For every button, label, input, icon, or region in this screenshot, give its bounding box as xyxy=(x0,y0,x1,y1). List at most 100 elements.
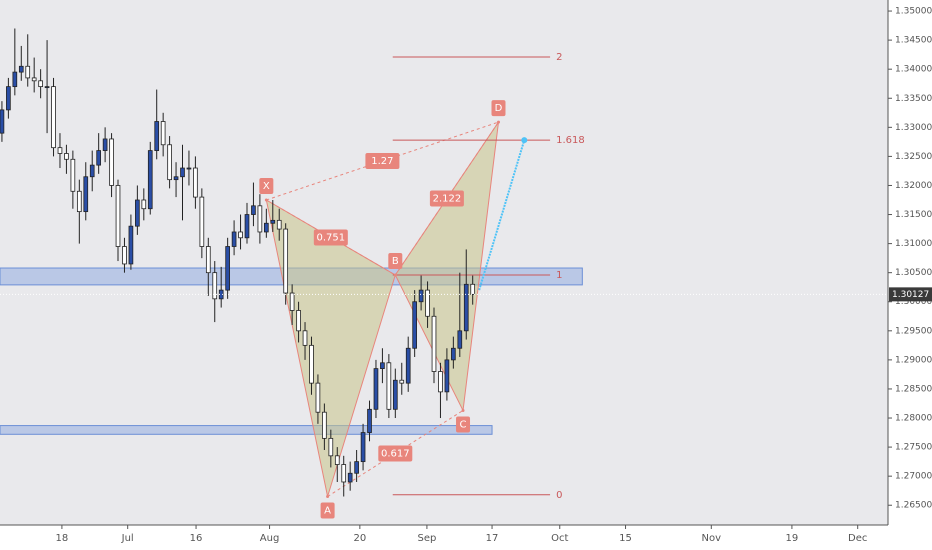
candle-body xyxy=(296,310,301,332)
candle-body xyxy=(238,231,243,239)
x-tick-label: Nov xyxy=(702,533,722,544)
y-tick-label: 1.28000 xyxy=(895,414,932,424)
candle-body xyxy=(367,408,372,433)
candle-body xyxy=(12,71,18,88)
ratio-label: 0.617 xyxy=(381,448,410,459)
candle-body xyxy=(186,167,192,170)
candle-body xyxy=(147,150,153,210)
point-label: B xyxy=(392,256,399,267)
ratio-label: 1.27 xyxy=(371,156,393,167)
y-tick-label: 1.30000 xyxy=(895,297,932,307)
ratio-box xyxy=(365,153,400,170)
candle-body xyxy=(360,432,366,463)
candle-body xyxy=(180,167,185,178)
candle-body xyxy=(322,411,327,439)
candle-body xyxy=(289,292,295,311)
candle-body xyxy=(109,138,114,186)
candle-body xyxy=(225,246,230,291)
pattern-point xyxy=(264,198,268,202)
candle-body xyxy=(341,464,347,483)
projection-head xyxy=(521,137,528,144)
ratio-box xyxy=(429,190,464,207)
candle-body xyxy=(276,219,282,230)
y-tick-label: 1.31000 xyxy=(895,239,932,249)
candle-body xyxy=(244,214,250,239)
ratio-box xyxy=(378,445,413,462)
candle-body xyxy=(64,153,69,160)
candle-body xyxy=(89,164,95,178)
ratio-box xyxy=(313,229,348,246)
y-tick-label: 1.32000 xyxy=(895,181,932,191)
candle-body xyxy=(135,199,140,227)
candle-body xyxy=(302,330,308,346)
candle-body xyxy=(451,347,456,361)
ratio-label: 2.122 xyxy=(433,194,462,205)
candle-body xyxy=(347,472,353,483)
x-tick-label: Jul xyxy=(121,533,134,544)
candle-body xyxy=(173,176,179,181)
candle-body xyxy=(309,344,314,384)
x-tick-label: 15 xyxy=(619,533,632,544)
y-tick-label: 1.27000 xyxy=(895,472,932,482)
candle-body xyxy=(264,222,269,233)
candle-body xyxy=(392,379,398,410)
candle-body xyxy=(160,121,166,146)
candle-body xyxy=(18,65,24,73)
candle-body xyxy=(44,86,50,89)
candle-body xyxy=(96,150,102,166)
y-tick-label: 1.32500 xyxy=(895,152,932,162)
candle-body xyxy=(141,199,147,210)
candle-body xyxy=(115,185,121,247)
candle-body xyxy=(199,196,205,247)
candle-body xyxy=(38,80,43,88)
point-box xyxy=(491,100,506,117)
time-axis xyxy=(0,525,888,550)
candle-body xyxy=(31,77,37,82)
x-tick-label: Dec xyxy=(848,533,867,544)
candle-body xyxy=(76,190,82,213)
candle-body xyxy=(193,167,198,198)
price-axis xyxy=(888,0,932,550)
fib-label: 1.618 xyxy=(556,135,585,146)
point-box xyxy=(259,178,274,194)
y-tick-label: 1.27500 xyxy=(895,443,932,453)
candle-body xyxy=(122,246,127,265)
point-box xyxy=(388,253,403,269)
candle-body xyxy=(425,289,430,317)
x-tick-label: 17 xyxy=(486,533,499,544)
candle-body xyxy=(283,228,289,294)
candle-body xyxy=(257,205,263,233)
candle-body xyxy=(444,359,450,393)
y-tick-label: 1.29500 xyxy=(895,326,932,336)
candle-body xyxy=(25,65,31,79)
candle-body xyxy=(405,347,411,384)
point-label: X xyxy=(263,181,270,192)
candle-body xyxy=(0,109,5,134)
candle-body xyxy=(70,158,76,192)
candle-body xyxy=(418,289,424,303)
pattern-point xyxy=(326,495,330,499)
x-tick-label: Aug xyxy=(260,533,280,544)
candle-body xyxy=(315,382,321,413)
last-price-label: 1.30127 xyxy=(892,290,929,300)
y-tick-label: 1.33000 xyxy=(895,123,932,133)
y-tick-label: 1.35000 xyxy=(895,7,932,17)
candle-body xyxy=(399,379,405,384)
candle-body xyxy=(212,272,218,300)
y-tick-label: 1.30500 xyxy=(895,268,932,278)
y-tick-label: 1.31500 xyxy=(895,210,932,220)
y-tick-label: 1.34000 xyxy=(895,65,932,75)
x-tick-label: 19 xyxy=(786,533,799,544)
point-label: C xyxy=(460,419,467,430)
point-label: A xyxy=(324,506,331,517)
candle-body xyxy=(463,283,469,332)
candle-body xyxy=(334,455,340,465)
ratio-label: 0.751 xyxy=(317,233,346,244)
candle-body xyxy=(57,147,63,154)
x-tick-label: 16 xyxy=(190,533,203,544)
point-box xyxy=(456,416,471,433)
pattern-point xyxy=(393,273,397,277)
y-tick-label: 1.29000 xyxy=(895,355,932,365)
candle-body xyxy=(167,144,172,181)
